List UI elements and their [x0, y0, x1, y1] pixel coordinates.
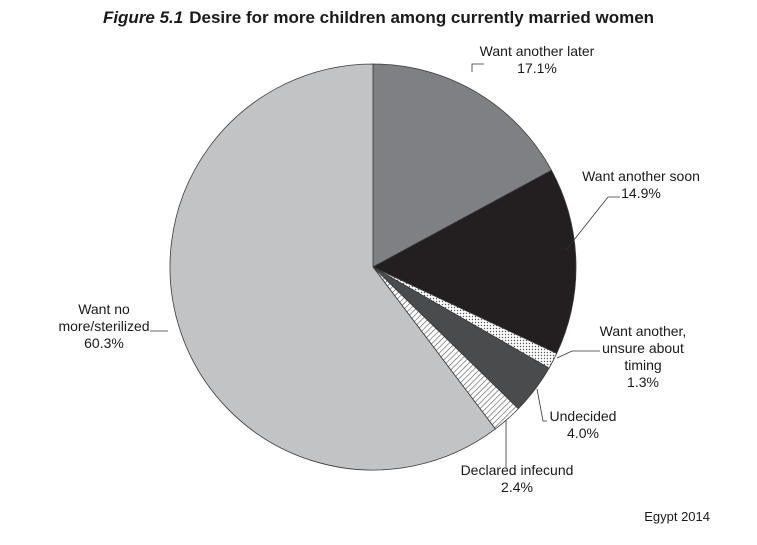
slice-label-3: unsure about: [602, 340, 684, 356]
leader-line-1: [471, 63, 484, 72]
figure-title: Desire for more children among currently…: [189, 8, 655, 27]
slice-value-label-6: 60.3%: [84, 335, 124, 351]
slice-label-3: timing: [624, 357, 661, 373]
slice-value-label-4: 4.0%: [567, 425, 599, 441]
slice-label-4: Undecided: [550, 408, 617, 424]
source-note: Egypt 2014: [644, 509, 710, 524]
slice-value-label-2: 14.9%: [621, 185, 661, 201]
slice-value-label-3: 1.3%: [627, 374, 659, 390]
slice-label-2: Want another soon: [582, 168, 700, 184]
figure-number: Figure 5.1: [102, 8, 184, 27]
slice-value-label-5: 2.4%: [501, 479, 533, 495]
slice-label-3: Want another,: [600, 323, 687, 339]
slice-label-6: more/sterilized: [58, 318, 149, 334]
leader-line-4: [536, 388, 547, 422]
leader-line-3: [556, 350, 600, 359]
slice-label-1: Want another later: [480, 43, 595, 59]
slice-label-6: Want no: [78, 301, 130, 317]
pie-slice-1: [372, 63, 553, 268]
leader-line-2: [565, 196, 620, 251]
slice-label-5: Declared infecund: [461, 462, 574, 478]
pie-slice-6: [169, 63, 496, 471]
pie-slice-2: [372, 169, 577, 354]
chart-title: Figure 5.1 Desire for more children among…: [0, 8, 757, 28]
slice-value-label-1: 17.1%: [517, 60, 557, 76]
